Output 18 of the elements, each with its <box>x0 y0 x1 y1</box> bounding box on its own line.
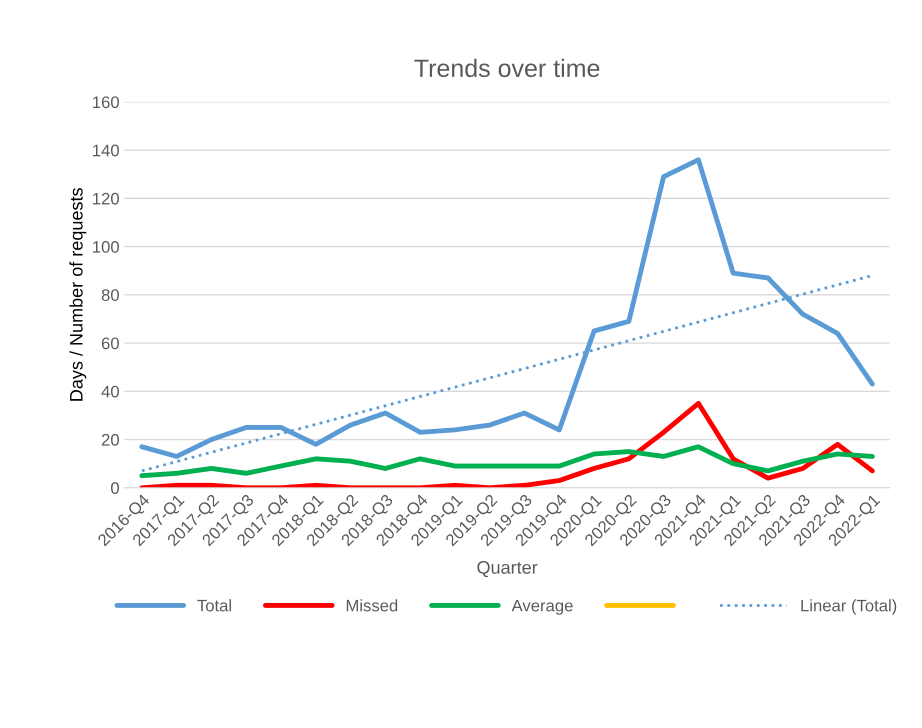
y-tick-label: 100 <box>93 241 119 253</box>
chart-title: Trends over time <box>414 58 600 78</box>
y-axis-title: Days / Number of requests <box>69 188 86 401</box>
legend-label: Total <box>197 599 232 612</box>
legend-label: Average <box>512 600 573 615</box>
legend-label: Linear (Total) <box>801 599 896 615</box>
line-series <box>139 400 875 488</box>
y-tick-label: 40 <box>101 386 119 398</box>
line-series <box>139 444 875 478</box>
legend-label: Missed <box>346 599 398 612</box>
y-tick-label: 20 <box>102 434 119 446</box>
y-tick-label: 140 <box>93 144 119 156</box>
x-axis-title: Quarter <box>477 561 538 578</box>
y-tick-label: 0 <box>110 482 119 494</box>
y-tick-label: 80 <box>102 289 119 302</box>
y-tick-label: 160 <box>93 96 119 108</box>
y-tick-label: 120 <box>93 192 119 205</box>
y-tick-label: 60 <box>102 337 119 350</box>
